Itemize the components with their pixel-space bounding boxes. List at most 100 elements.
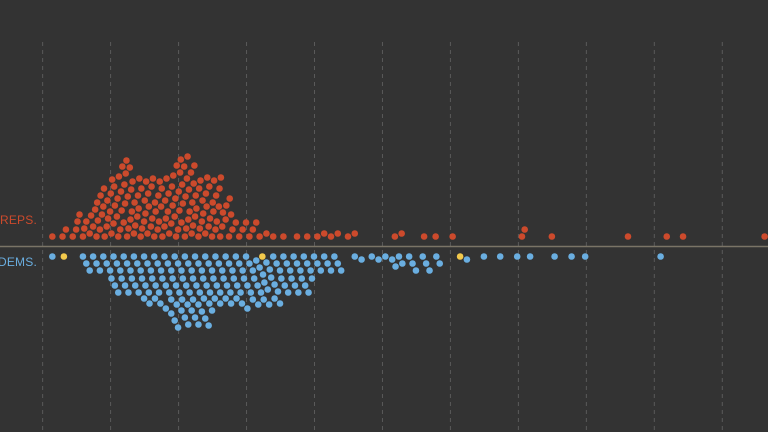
dot (657, 253, 664, 260)
dot (59, 233, 66, 240)
dot (227, 300, 235, 307)
dot (74, 218, 81, 225)
dot (165, 230, 173, 237)
dot (203, 203, 210, 210)
dot (198, 308, 206, 315)
dot (123, 233, 131, 240)
dot (212, 226, 219, 233)
dot (215, 203, 223, 210)
dot (327, 233, 335, 240)
dot (169, 202, 176, 209)
dot (114, 289, 122, 296)
dot (260, 296, 268, 303)
dot (548, 233, 556, 240)
dot (281, 282, 289, 289)
dot (113, 213, 121, 220)
dot (216, 185, 223, 192)
dot (141, 197, 149, 204)
dot (215, 260, 223, 267)
dot (182, 282, 190, 289)
dot (195, 301, 202, 308)
dot (307, 267, 314, 274)
dot (165, 289, 173, 296)
dot (175, 188, 183, 195)
dot (108, 275, 115, 282)
dot (133, 260, 141, 267)
dot (201, 253, 209, 260)
dot (164, 208, 172, 215)
dot (155, 192, 162, 199)
dot (324, 260, 331, 267)
dot (93, 199, 101, 206)
dot (145, 289, 153, 296)
dot (259, 271, 267, 278)
dot (280, 253, 287, 260)
dot (151, 295, 159, 302)
dot (263, 259, 270, 266)
dot (189, 275, 197, 282)
dot (271, 295, 278, 302)
dot (184, 153, 191, 160)
dot (174, 226, 182, 233)
dot (269, 233, 277, 240)
dot (222, 216, 229, 223)
dot (232, 253, 240, 260)
dot (331, 253, 338, 260)
dot (210, 275, 217, 282)
dot (513, 253, 521, 260)
dot (382, 253, 389, 260)
dot (180, 163, 188, 170)
dot (131, 199, 138, 206)
dot (89, 253, 97, 260)
dot (219, 209, 227, 216)
dot (104, 215, 112, 222)
dot (206, 300, 213, 307)
dot (128, 275, 136, 282)
dot (213, 282, 221, 289)
dot (301, 282, 309, 289)
dot (284, 289, 292, 296)
dot (201, 315, 209, 322)
dot (148, 275, 156, 282)
dot (167, 310, 175, 317)
dot (127, 186, 135, 193)
dot (178, 219, 185, 226)
dot (191, 253, 199, 260)
dot (49, 233, 56, 240)
dot (174, 324, 182, 331)
dot (164, 260, 172, 267)
dot (205, 260, 212, 267)
dot (229, 226, 236, 233)
dot (100, 203, 107, 210)
dot (103, 223, 111, 230)
dot (244, 282, 251, 289)
dot (146, 300, 153, 307)
dot (206, 215, 214, 222)
dot (436, 260, 444, 267)
dot (223, 202, 230, 209)
dot (197, 177, 204, 184)
dot (395, 253, 403, 260)
dot (320, 253, 328, 260)
dot (114, 195, 121, 202)
dot (351, 253, 359, 260)
dot (308, 275, 316, 282)
dot (188, 230, 195, 237)
dot (183, 175, 191, 182)
dot (280, 233, 287, 240)
dot (123, 157, 130, 164)
dot (239, 226, 246, 233)
dot (134, 192, 142, 199)
dot (159, 233, 166, 240)
dot (679, 233, 687, 240)
dot (181, 253, 189, 260)
dot (254, 282, 261, 289)
dot (235, 260, 243, 267)
dot (138, 275, 146, 282)
dot (120, 219, 127, 226)
dot (198, 218, 206, 225)
dot (110, 183, 118, 190)
dot (624, 233, 632, 240)
dot (142, 282, 149, 289)
